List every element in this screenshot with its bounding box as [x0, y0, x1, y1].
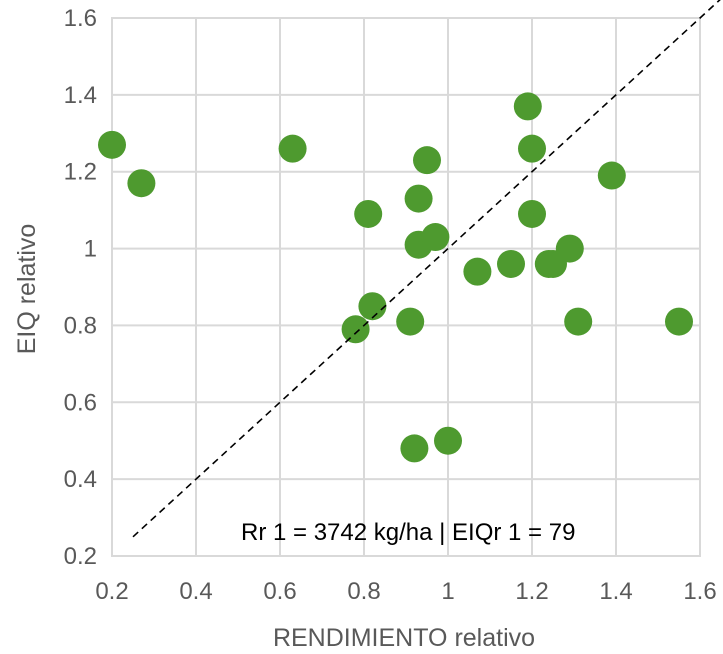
data-point: [413, 146, 441, 175]
data-point: [127, 169, 156, 198]
data-point: [555, 234, 584, 263]
chart-annotation: Rr 1 = 3742 kg/ha | EIQr 1 = 79: [241, 519, 575, 546]
y-tick-label: 1.2: [64, 159, 97, 186]
x-tick-labels: 0.2 0.4 0.6 0.8 1 1.2 1.4 1.6: [95, 578, 716, 605]
data-point: [354, 199, 383, 228]
data-point: [358, 292, 387, 321]
y-axis-title: EIQ relativo: [13, 224, 41, 355]
data-point: [400, 434, 429, 463]
x-tick-label: 0.6: [263, 578, 296, 605]
data-point: [665, 307, 693, 336]
data-point: [421, 223, 450, 252]
x-tick-label: 0.8: [347, 578, 380, 605]
x-tick-label: 0.2: [95, 578, 128, 605]
x-axis-title: RENDIMIENTO relativo: [273, 624, 535, 652]
data-point: [518, 134, 546, 163]
reference-line-group: [132, 0, 721, 538]
x-tick-label: 1.4: [599, 578, 632, 605]
data-points: [98, 92, 693, 463]
data-point: [396, 307, 425, 336]
data-point: [404, 184, 433, 213]
data-point: [597, 161, 626, 190]
data-point: [513, 92, 542, 121]
data-point: [278, 134, 307, 163]
y-tick-label: 0.2: [64, 543, 97, 570]
plot-frame: [111, 17, 701, 557]
y-tick-label: 1.6: [64, 5, 97, 32]
x-tick-label: 1.6: [683, 578, 716, 605]
x-tick-label: 1.2: [515, 578, 548, 605]
y-tick-labels: 0.2 0.4 0.6 0.8 1 1.2 1.4 1.6: [64, 5, 97, 570]
data-point: [98, 130, 126, 159]
x-tick-label: 1: [441, 578, 454, 605]
data-point: [564, 307, 593, 336]
data-point: [463, 257, 492, 286]
y-tick-label: 0.8: [64, 312, 97, 339]
y-tick-label: 1: [84, 236, 97, 263]
y-tick-label: 0.6: [64, 389, 97, 416]
y-tick-label: 1.4: [64, 82, 97, 109]
data-point: [518, 199, 546, 228]
reference-line: [132, 0, 721, 538]
x-tick-label: 0.4: [179, 578, 212, 605]
y-tick-label: 0.4: [64, 466, 97, 493]
data-point: [341, 315, 370, 344]
data-point: [434, 426, 462, 455]
data-point: [497, 249, 525, 278]
